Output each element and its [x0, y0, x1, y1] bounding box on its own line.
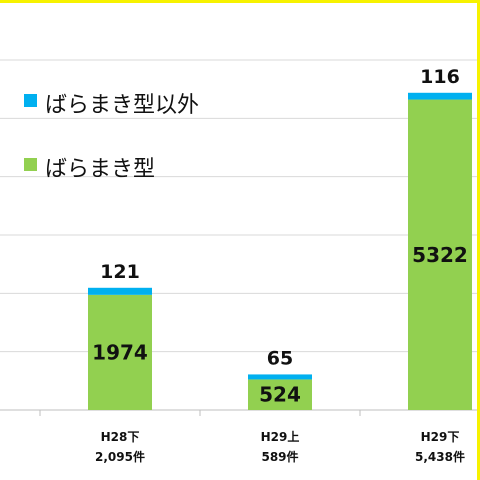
category-labels: H28下 2,095件 H29上 589件 H29下 5,438件 — [95, 429, 465, 464]
data-label-baramaki: 5322 — [412, 243, 468, 267]
category-total-label: 5,438件 — [415, 449, 465, 464]
legend-swatch-baramaki — [24, 158, 37, 171]
data-labels: 1974 121 524 65 5322 116 — [92, 66, 468, 407]
bars — [88, 92, 472, 411]
data-label-other: 65 — [267, 347, 293, 369]
category-total-label: 589件 — [261, 449, 298, 464]
data-label-baramaki: 524 — [259, 383, 301, 407]
data-label-other: 116 — [420, 66, 460, 88]
x-axis-ticks — [39, 410, 361, 416]
bar-segment-other — [408, 92, 472, 100]
legend-swatch-other — [24, 94, 37, 107]
bar-segment-baramaki — [408, 99, 472, 411]
legend-label-other: ばらまき型以外 — [45, 93, 200, 118]
bar-segment-baramaki — [248, 379, 312, 410]
legend-label-baramaki: ばらまき型 — [45, 157, 156, 182]
category-total-label: 2,095件 — [95, 449, 145, 464]
bar-segment-other — [248, 374, 312, 380]
category-label: H29上 — [261, 429, 300, 444]
bar-segment-baramaki — [88, 294, 152, 410]
category-label: H29下 — [421, 430, 460, 444]
gridlines — [0, 59, 477, 353]
data-label-other: 121 — [100, 261, 140, 283]
category-label: H28下 — [101, 430, 140, 444]
data-label-baramaki: 1974 — [92, 340, 148, 364]
bar-segment-other — [88, 287, 152, 295]
